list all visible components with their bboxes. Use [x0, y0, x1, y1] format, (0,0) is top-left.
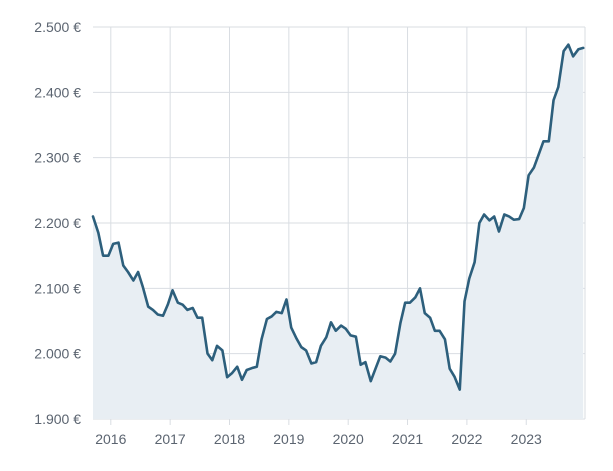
x-tick-label: 2020	[333, 431, 364, 447]
y-tick-label: 2.400 €	[34, 84, 81, 100]
y-tick-label: 2.100 €	[34, 280, 81, 296]
x-tick-label: 2017	[155, 431, 186, 447]
y-axis-ticks: 1.900 € 2.000 € 2.100 € 2.200 € 2.300 € 2.400…	[34, 19, 81, 427]
y-tick-label: 2.000 €	[34, 346, 81, 362]
y-tick-label: 2.300 €	[34, 150, 81, 166]
x-tick-label: 2016	[95, 431, 126, 447]
y-tick-label: 2.500 €	[34, 19, 81, 35]
x-tick-label: 2018	[214, 431, 245, 447]
x-tick-label: 2019	[273, 431, 304, 447]
series-line	[91, 43, 585, 391]
area-layer	[93, 44, 584, 419]
y-tick-label: 2.200 €	[34, 215, 81, 231]
x-tick-label: 2022	[451, 431, 482, 447]
x-tick-label: 2021	[392, 431, 423, 447]
line-layer	[91, 43, 585, 391]
series-area	[93, 44, 584, 419]
x-tick-label: 2023	[511, 431, 542, 447]
x-axis-ticks: 2016 2017 2018 2019 2020 2021 2022 2023	[95, 431, 542, 447]
y-tick-label: 1.900 €	[34, 411, 81, 427]
